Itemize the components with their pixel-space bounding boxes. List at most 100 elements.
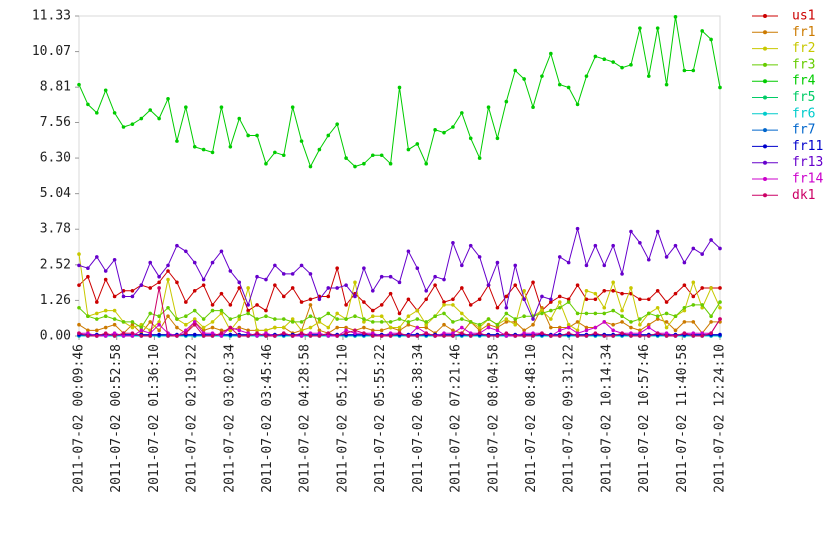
data-point	[201, 147, 206, 152]
data-point	[370, 320, 375, 324]
data-point	[370, 308, 375, 313]
data-point	[273, 263, 277, 268]
data-point	[370, 153, 375, 158]
data-point	[575, 331, 580, 335]
data-point	[584, 334, 589, 338]
data-point	[255, 317, 259, 321]
data-point	[139, 325, 144, 330]
data-point	[611, 289, 615, 293]
data-point	[691, 280, 696, 285]
x-tick-label: 2011-07-02 09:31:22	[562, 344, 577, 493]
data-point	[379, 328, 384, 333]
data-point	[103, 269, 108, 273]
legend-label: dk1	[792, 188, 815, 203]
data-point	[638, 331, 642, 335]
data-point	[433, 334, 437, 338]
data-point	[406, 334, 411, 338]
data-point	[575, 311, 580, 316]
data-point	[103, 277, 108, 282]
data-point	[531, 317, 535, 321]
data-point	[460, 331, 464, 335]
data-point	[273, 283, 277, 287]
data-point	[557, 82, 562, 87]
data-point	[95, 328, 99, 333]
data-point	[504, 294, 509, 299]
data-point	[335, 325, 339, 330]
data-point	[157, 116, 161, 121]
data-point	[477, 255, 482, 259]
data-point	[201, 331, 206, 335]
data-point	[362, 320, 366, 324]
data-point	[192, 332, 197, 337]
data-point	[299, 263, 304, 268]
data-point	[353, 164, 357, 169]
data-point	[344, 328, 348, 333]
legend-marker	[763, 193, 767, 198]
data-point	[219, 105, 224, 110]
data-point	[638, 328, 642, 333]
data-point	[112, 257, 117, 262]
data-point	[308, 331, 313, 335]
legend-marker	[763, 111, 767, 116]
data-point	[157, 328, 161, 333]
data-point	[397, 311, 402, 316]
data-point	[121, 294, 126, 299]
data-point	[513, 334, 518, 338]
data-point	[460, 317, 464, 321]
data-point	[192, 308, 197, 313]
data-point	[130, 320, 135, 324]
data-point	[281, 317, 286, 321]
data-point	[317, 320, 322, 324]
data-point	[317, 334, 322, 338]
data-point	[388, 274, 393, 279]
data-point	[326, 325, 331, 330]
data-point	[130, 331, 135, 335]
data-point	[549, 317, 553, 321]
legend-marker	[763, 128, 767, 133]
data-point	[112, 308, 117, 313]
data-point	[540, 74, 544, 78]
data-point	[504, 311, 509, 316]
data-point	[166, 269, 170, 273]
data-point	[468, 320, 473, 324]
data-point	[210, 334, 215, 338]
data-point	[700, 29, 704, 33]
data-point	[620, 314, 624, 319]
data-point	[192, 260, 197, 265]
data-point	[691, 320, 696, 324]
data-point	[219, 291, 224, 296]
data-point	[566, 325, 571, 330]
data-point	[397, 85, 402, 90]
data-point	[531, 334, 535, 338]
data-point	[602, 57, 607, 62]
data-point	[424, 161, 429, 166]
data-point	[495, 334, 500, 338]
data-point	[290, 286, 295, 290]
x-tick-label: 2011-07-02 10:57:46	[637, 344, 652, 493]
x-tick-label: 2011-07-02 12:24:10	[713, 344, 728, 493]
data-point	[673, 328, 678, 333]
data-point	[166, 96, 170, 101]
data-point	[531, 331, 535, 335]
data-point	[664, 82, 669, 87]
data-point	[228, 269, 233, 273]
data-point	[388, 325, 393, 330]
data-point	[460, 111, 464, 115]
data-point	[655, 317, 660, 321]
data-point	[451, 303, 455, 307]
data-point	[246, 331, 250, 335]
data-point	[709, 286, 713, 290]
data-point	[566, 260, 571, 265]
data-point	[593, 243, 598, 248]
data-point	[157, 280, 161, 285]
data-point	[103, 88, 108, 93]
data-point	[700, 331, 704, 335]
data-point	[646, 334, 651, 338]
data-point	[184, 314, 188, 319]
data-point	[504, 334, 509, 338]
data-point	[86, 266, 90, 271]
data-point	[584, 263, 589, 268]
data-point	[273, 150, 277, 155]
